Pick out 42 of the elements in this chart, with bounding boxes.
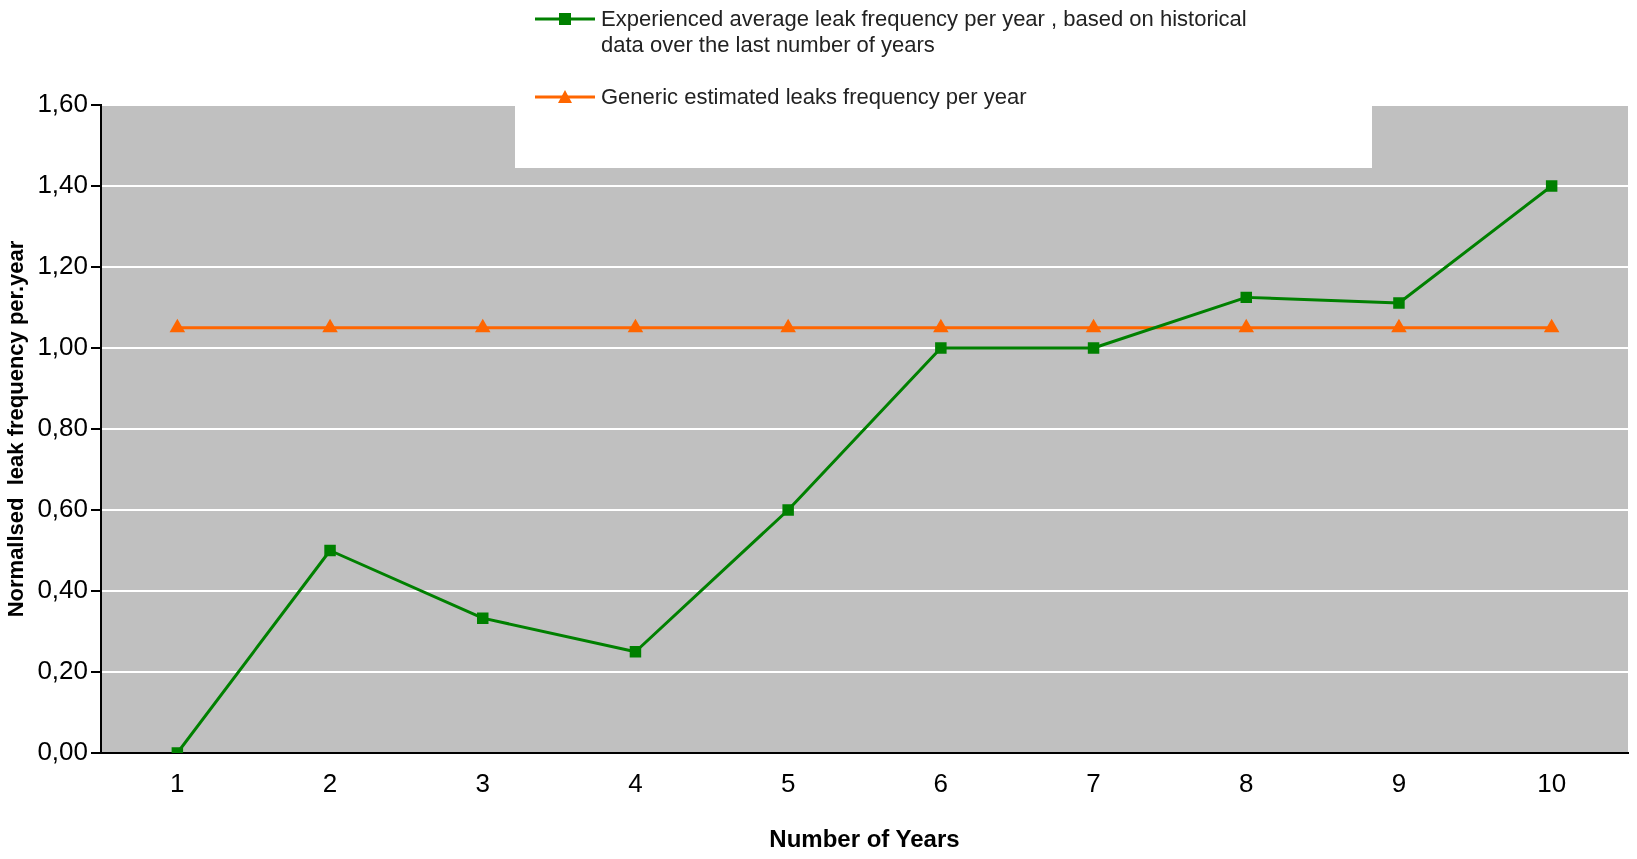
y-tick-label: 1,60 bbox=[37, 88, 88, 119]
y-tick-label: 1,40 bbox=[37, 169, 88, 200]
x-tick-label: 2 bbox=[322, 767, 338, 798]
point bbox=[781, 320, 795, 333]
x-tick-label: 10 bbox=[1537, 767, 1567, 798]
y-tick-label: 1,00 bbox=[37, 331, 88, 362]
point bbox=[629, 646, 642, 658]
x-tick-label: 4 bbox=[628, 767, 643, 798]
x-tick-label: 3 bbox=[475, 767, 490, 798]
x-tick-label: 6 bbox=[933, 767, 949, 798]
point bbox=[1087, 342, 1100, 354]
y-tick-label: 0,80 bbox=[37, 412, 88, 443]
x-tick-label: 1 bbox=[170, 767, 185, 798]
point bbox=[935, 342, 947, 354]
y-tick-label: 0,60 bbox=[37, 493, 88, 524]
point bbox=[628, 320, 643, 333]
point bbox=[170, 320, 185, 333]
point bbox=[323, 320, 337, 333]
legend-label: Generic estimated leaks frequency per year bbox=[601, 84, 1027, 110]
point bbox=[934, 320, 948, 333]
legend-label: Experienced average leak frequency per year , based on historical data over the last number of years bbox=[601, 6, 1248, 58]
point bbox=[1086, 320, 1101, 333]
x-tick-label: 9 bbox=[1391, 767, 1407, 798]
point bbox=[477, 612, 489, 624]
y-tick-label: 1,20 bbox=[37, 250, 88, 281]
point bbox=[476, 320, 490, 333]
x-axis-title: Number of Years bbox=[769, 825, 960, 853]
point bbox=[782, 504, 794, 516]
point bbox=[1545, 180, 1558, 192]
point bbox=[1239, 320, 1253, 333]
point bbox=[324, 544, 336, 557]
point bbox=[1393, 297, 1405, 309]
point bbox=[1392, 320, 1406, 333]
x-tick-label: 5 bbox=[780, 767, 796, 798]
point bbox=[1240, 291, 1252, 304]
x-tick-label: 7 bbox=[1086, 767, 1101, 798]
y-tick-label: 0,40 bbox=[37, 574, 88, 605]
y-tick-label: 0,00 bbox=[37, 736, 88, 767]
y-tick-label: 0,20 bbox=[37, 655, 88, 686]
x-tick-label: 8 bbox=[1239, 767, 1254, 798]
point bbox=[1544, 320, 1559, 333]
y-axis-title: Normallsed leak frequency per.year bbox=[3, 240, 29, 618]
